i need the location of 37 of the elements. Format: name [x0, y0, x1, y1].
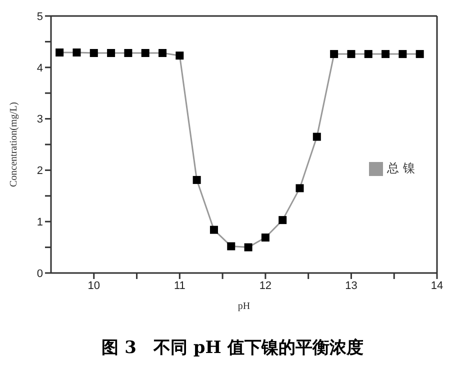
- point: [261, 234, 270, 242]
- point: [158, 49, 167, 58]
- point: [382, 50, 390, 58]
- point: [330, 50, 338, 58]
- point: [312, 132, 321, 141]
- x-tick-label: 10: [88, 280, 100, 292]
- point: [364, 50, 372, 58]
- y-tick-label: 4: [36, 62, 43, 74]
- x-axis-title: pH: [238, 301, 250, 312]
- y-tick-label: 2: [36, 165, 43, 178]
- legend-label: 总 镍: [387, 161, 415, 175]
- y-tick-label: 1: [36, 216, 43, 229]
- point: [244, 243, 252, 252]
- point: [278, 216, 287, 224]
- x-tick-label: 11: [174, 280, 186, 292]
- point: [296, 184, 304, 192]
- x-tick-label: 12: [259, 280, 272, 292]
- point: [141, 49, 150, 58]
- text: 图 3 不同 pH 值下镍的平衡浓度: [100, 337, 364, 359]
- point: [107, 49, 116, 58]
- point: [192, 176, 201, 184]
- point: [124, 49, 132, 58]
- point: [398, 50, 407, 58]
- y-tick-label: 0: [36, 268, 43, 280]
- point: [210, 226, 218, 234]
- y-tick-label: 3: [36, 114, 43, 126]
- point: [227, 242, 236, 250]
- y-axis-title: Concentration(mg/L): [8, 102, 20, 187]
- y-tick-label: 5: [36, 10, 43, 23]
- point: [416, 50, 424, 58]
- x-tick-label: 14: [430, 280, 444, 292]
- x-tick-label: 13: [345, 280, 358, 292]
- point: [176, 52, 184, 60]
- point: [56, 48, 64, 56]
- point: [90, 49, 98, 58]
- point: [347, 50, 356, 58]
- point: [72, 48, 81, 56]
